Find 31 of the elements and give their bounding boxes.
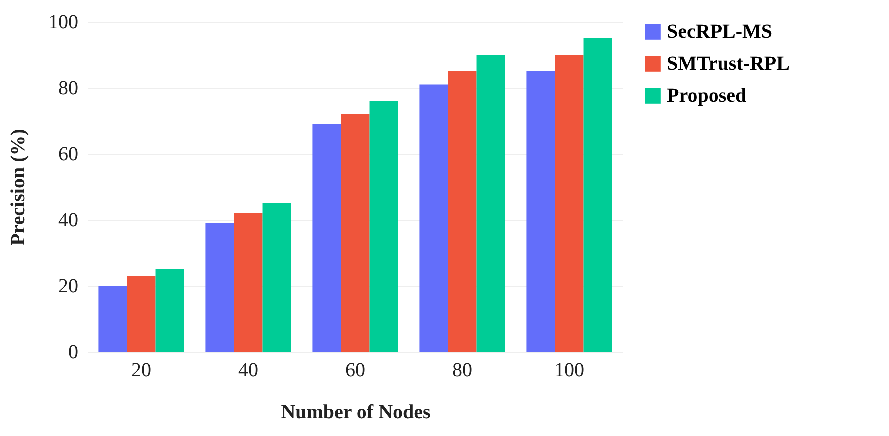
bar [312,124,342,352]
y-tick-label: 40 [58,210,78,232]
x-axis-title: Number of Nodes [281,402,432,424]
legend-label: SMTrust-RPL [667,53,790,75]
x-tick-label: 60 [346,360,366,382]
x-tick-label: 100 [554,360,584,382]
y-tick-label: 100 [48,12,78,34]
x-tick-label: 40 [238,360,258,382]
bar [341,114,370,352]
legend-label: Proposed [667,85,747,107]
y-axis-title: Precision (%) [8,129,30,246]
bar [262,204,292,352]
bar [448,72,477,352]
bar [476,55,506,352]
bar [156,270,184,352]
y-tick-label: 80 [58,78,78,100]
y-tick-label: 0 [68,342,78,364]
bar [526,72,556,352]
bar [127,276,156,352]
bar [98,286,128,352]
bar [206,223,234,352]
y-tick-label: 60 [58,144,78,166]
y-tick-label: 20 [58,276,78,298]
x-tick-label: 80 [452,360,472,382]
x-tick-label: 20 [132,360,152,382]
bar [584,38,612,352]
bar [234,213,263,352]
bar [420,84,448,352]
legend-label: SecRPL-MS [667,21,773,43]
bar [370,101,398,352]
bar [555,55,584,352]
